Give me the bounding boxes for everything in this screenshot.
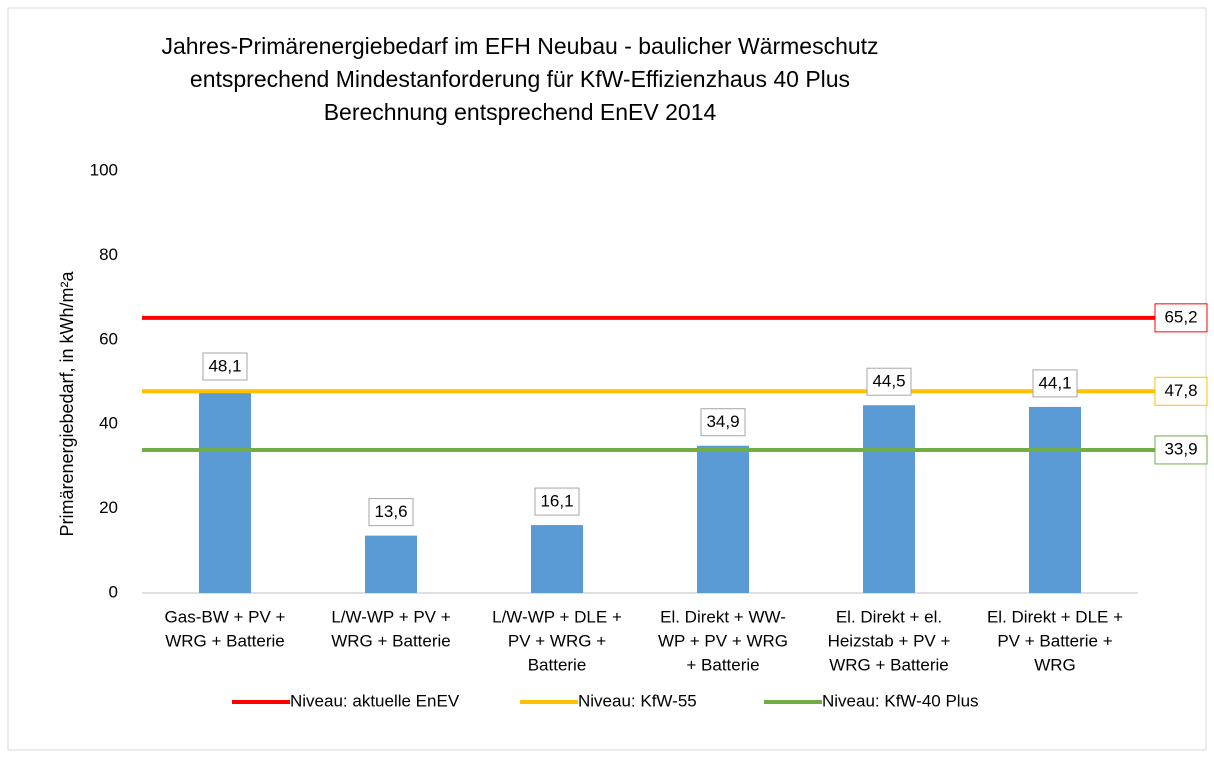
bar xyxy=(199,390,251,593)
x-tick-label: PV + Batterie + xyxy=(997,631,1112,650)
x-tick-label: Batterie xyxy=(528,655,587,674)
x-tick-label: WRG + Batterie xyxy=(165,631,285,650)
reference-label-box xyxy=(1154,303,1208,333)
x-tick-label: WRG xyxy=(1034,655,1076,674)
reference-label-box xyxy=(1154,435,1208,465)
reference-label: 47,8 xyxy=(1164,381,1197,400)
reference-label: 33,9 xyxy=(1164,439,1197,458)
chart-title: Jahres-Primärenergiebedarf im EFH Neubau… xyxy=(161,33,878,59)
data-label-box xyxy=(866,367,912,396)
data-label: 44,1 xyxy=(1038,373,1071,392)
data-label-box xyxy=(202,352,248,381)
reference-label-box xyxy=(1154,376,1208,406)
chart-title: Berechnung entsprechend EnEV 2014 xyxy=(324,99,717,125)
x-tick-label: L/W-WP + PV + xyxy=(331,607,450,626)
data-label: 13,6 xyxy=(374,502,407,521)
bar xyxy=(365,535,417,593)
y-axis-label: Primärenergiebedarf, in kWh/m²a xyxy=(57,270,77,536)
x-tick-label: PV + WRG + xyxy=(508,631,606,650)
bar xyxy=(697,445,749,593)
bar xyxy=(1029,406,1081,593)
x-tick-label: WRG + Batterie xyxy=(829,655,949,674)
x-tick-label: Gas-BW + PV + xyxy=(165,607,286,626)
data-label-box xyxy=(368,498,414,527)
reference-label: 65,2 xyxy=(1164,307,1197,326)
legend-label: Niveau: aktuelle EnEV xyxy=(290,691,460,710)
y-tick-label: 80 xyxy=(99,245,118,264)
x-tick-label: El. Direkt + WW- xyxy=(660,607,786,626)
x-tick-label: WRG + Batterie xyxy=(331,631,451,650)
x-tick-label: + Batterie xyxy=(686,655,759,674)
y-tick-label: 0 xyxy=(109,582,118,601)
data-label: 34,9 xyxy=(706,412,739,431)
x-tick-label: WP + PV + WRG xyxy=(658,631,788,650)
legend-label: Niveau: KfW-40 Plus xyxy=(822,691,979,710)
y-tick-label: 100 xyxy=(90,160,118,179)
data-label: 48,1 xyxy=(208,357,241,376)
data-label-box xyxy=(700,408,746,437)
data-label: 16,1 xyxy=(540,492,573,511)
data-label-box xyxy=(1032,369,1078,398)
x-tick-label: El. Direkt + el. xyxy=(836,607,942,626)
y-tick-label: 60 xyxy=(99,329,118,348)
chart-title: entsprechend Mindestanforderung für KfW-… xyxy=(190,66,850,92)
legend-label: Niveau: KfW-55 xyxy=(578,691,697,710)
bar xyxy=(863,405,915,593)
data-label-box xyxy=(534,487,580,516)
y-tick-label: 20 xyxy=(99,498,118,517)
y-tick-label: 40 xyxy=(99,414,118,433)
data-label: 44,5 xyxy=(872,372,905,391)
bar xyxy=(531,525,583,593)
x-tick-label: El. Direkt + DLE + xyxy=(987,607,1123,626)
x-tick-label: L/W-WP + DLE + xyxy=(492,607,622,626)
x-tick-label: Heizstab + PV + xyxy=(828,631,951,650)
